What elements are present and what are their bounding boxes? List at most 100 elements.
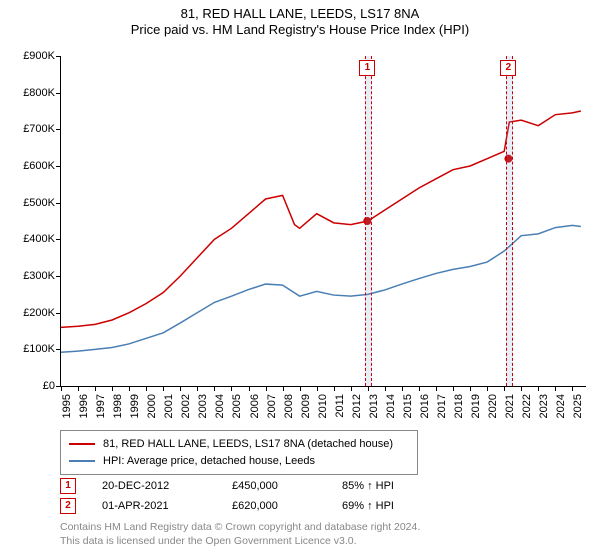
x-tick [249, 386, 250, 391]
x-tick [453, 386, 454, 391]
legend-row: 81, RED HALL LANE, LEEDS, LS17 8NA (deta… [69, 436, 409, 453]
x-axis-label: 2021 [504, 394, 516, 418]
x-tick [95, 386, 96, 391]
title-subtitle: Price paid vs. HM Land Registry's House … [0, 22, 600, 38]
sales-price: £620,000 [232, 500, 342, 512]
sales-flag-mini: 1 [60, 478, 76, 494]
x-axis-label: 2001 [163, 394, 175, 418]
y-tick [56, 203, 61, 204]
x-tick [78, 386, 79, 391]
x-axis-label: 1995 [61, 394, 73, 418]
x-axis-label: 2013 [368, 394, 380, 418]
x-axis-label: 2024 [555, 394, 567, 418]
x-tick [521, 386, 522, 391]
legend-box: 81, RED HALL LANE, LEEDS, LS17 8NA (deta… [60, 430, 418, 475]
x-tick [180, 386, 181, 391]
x-axis-label: 2023 [538, 394, 550, 418]
x-tick [283, 386, 284, 391]
x-tick [112, 386, 113, 391]
y-tick [56, 93, 61, 94]
x-axis-label: 1997 [95, 394, 107, 418]
y-axis-label: £800K [23, 87, 55, 99]
legend-swatch [69, 443, 95, 445]
x-tick [231, 386, 232, 391]
y-axis-label: £100K [23, 343, 55, 355]
x-axis-label: 2019 [470, 394, 482, 418]
y-axis-label: £200K [23, 307, 55, 319]
y-axis-label: £0 [43, 380, 55, 392]
x-axis-label: 2018 [453, 394, 465, 418]
x-axis-label: 2017 [436, 394, 448, 418]
x-axis-label: 2003 [197, 394, 209, 418]
y-tick [56, 239, 61, 240]
x-tick [300, 386, 301, 391]
x-axis-label: 1999 [129, 394, 141, 418]
y-tick [56, 56, 61, 57]
x-axis-label: 2008 [283, 394, 295, 418]
y-axis-label: £300K [23, 270, 55, 282]
x-tick [163, 386, 164, 391]
y-axis-label: £600K [23, 160, 55, 172]
x-axis-label: 2005 [231, 394, 243, 418]
series-line [61, 225, 581, 352]
x-tick [368, 386, 369, 391]
x-tick [572, 386, 573, 391]
sale-flag: 2 [500, 60, 516, 76]
chart-area: £0£100K£200K£300K£400K£500K£600K£700K£80… [60, 56, 585, 386]
sales-pct: 69% ↑ HPI [342, 500, 462, 512]
x-axis-label: 2015 [402, 394, 414, 418]
x-axis-label: 2011 [334, 394, 346, 418]
sale-flag: 1 [359, 60, 375, 76]
x-axis-label: 2025 [572, 394, 584, 418]
y-tick [56, 129, 61, 130]
y-axis-label: £900K [23, 50, 55, 62]
x-tick [197, 386, 198, 391]
x-axis-label: 2002 [180, 394, 192, 418]
footnote: Contains HM Land Registry data © Crown c… [60, 520, 420, 548]
x-axis-label: 2006 [249, 394, 261, 418]
y-axis-label: £400K [23, 233, 55, 245]
sale-band [365, 56, 371, 386]
x-axis-label: 1996 [78, 394, 90, 418]
x-tick [487, 386, 488, 391]
x-axis-label: 2012 [351, 394, 363, 418]
y-tick [56, 166, 61, 167]
x-tick [504, 386, 505, 391]
legend-row: HPI: Average price, detached house, Leed… [69, 453, 409, 470]
x-tick [317, 386, 318, 391]
x-tick [129, 386, 130, 391]
x-axis-label: 2000 [146, 394, 158, 418]
x-axis-label: 2020 [487, 394, 499, 418]
footnote-line1: Contains HM Land Registry data © Crown c… [60, 520, 420, 534]
plot-region: £0£100K£200K£300K£400K£500K£600K£700K£80… [60, 56, 586, 387]
legend-label: HPI: Average price, detached house, Leed… [103, 453, 315, 470]
y-tick [56, 349, 61, 350]
x-tick [334, 386, 335, 391]
series-line [61, 111, 581, 327]
x-tick [555, 386, 556, 391]
y-axis-label: £500K [23, 197, 55, 209]
sales-price: £450,000 [232, 480, 342, 492]
sales-date: 20-DEC-2012 [102, 480, 232, 492]
title-address: 81, RED HALL LANE, LEEDS, LS17 8NA [0, 6, 600, 22]
x-axis-label: 2009 [300, 394, 312, 418]
x-tick [351, 386, 352, 391]
sales-row: 1 20-DEC-2012£450,00085% ↑ HPI [60, 476, 462, 496]
x-axis-label: 2004 [214, 394, 226, 418]
x-tick [214, 386, 215, 391]
x-axis-label: 2022 [521, 394, 533, 418]
x-tick [385, 386, 386, 391]
x-tick [61, 386, 62, 391]
legend-label: 81, RED HALL LANE, LEEDS, LS17 8NA (deta… [103, 436, 393, 453]
sales-pct: 85% ↑ HPI [342, 480, 462, 492]
legend-swatch [69, 460, 95, 462]
y-tick [56, 313, 61, 314]
sales-date: 01-APR-2021 [102, 500, 232, 512]
x-tick [402, 386, 403, 391]
x-axis-label: 2010 [317, 394, 329, 418]
sale-band [506, 56, 512, 386]
footnote-line2: This data is licensed under the Open Gov… [60, 534, 420, 548]
title-block: 81, RED HALL LANE, LEEDS, LS17 8NA Price… [0, 0, 600, 39]
x-axis-label: 2007 [266, 394, 278, 418]
sales-row: 201-APR-2021£620,00069% ↑ HPI [60, 496, 462, 516]
